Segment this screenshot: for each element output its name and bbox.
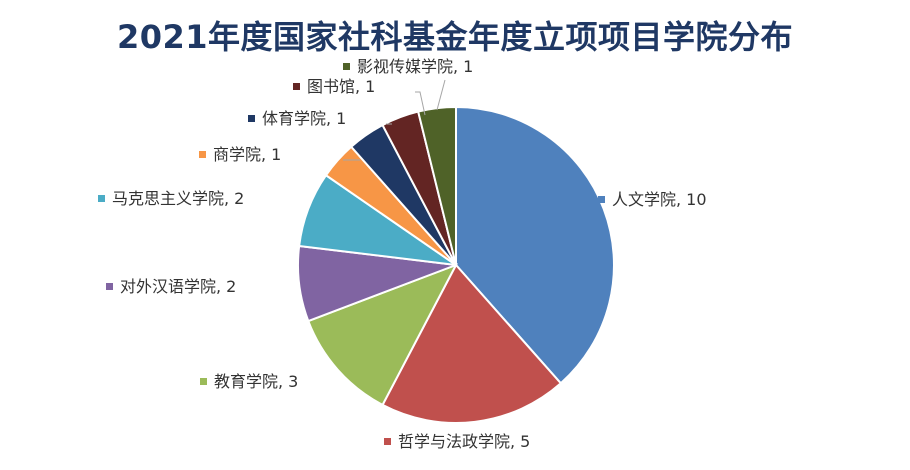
data-label-2: 哲学与法政学院, 5 — [398, 432, 530, 451]
chart-title: 2021年度国家社科基金年度立项项目学院分布 — [116, 18, 794, 56]
data-label-8: 图书馆, 1 — [307, 77, 375, 96]
label-marker-2 — [384, 438, 391, 445]
pie-slices — [296, 105, 615, 424]
pie-slice-9 — [416, 105, 457, 266]
leader-line-9 — [436, 79, 446, 111]
pie-slice-3 — [306, 263, 459, 407]
label-marker-7 — [248, 115, 255, 122]
data-label-7: 体育学院, 1 — [262, 109, 346, 128]
label-marker-1 — [598, 196, 605, 203]
data-label-3: 教育学院, 3 — [214, 372, 298, 391]
pie-slice-2 — [381, 263, 563, 424]
pie-slice-1 — [455, 105, 615, 385]
label-marker-9 — [343, 63, 350, 70]
data-label-6: 商学院, 1 — [213, 145, 281, 164]
leader-line-8 — [415, 91, 426, 116]
label-marker-4 — [106, 283, 113, 290]
data-label-4: 对外汉语学院, 2 — [120, 277, 236, 296]
label-marker-5 — [98, 195, 105, 202]
data-label-5: 马克思主义学院, 2 — [112, 189, 244, 208]
label-marker-6 — [199, 151, 206, 158]
label-marker-8 — [293, 83, 300, 90]
label-marker-3 — [200, 378, 207, 385]
data-label-9: 影视传媒学院, 1 — [357, 57, 473, 76]
data-label-1: 人文学院, 10 — [612, 190, 707, 209]
